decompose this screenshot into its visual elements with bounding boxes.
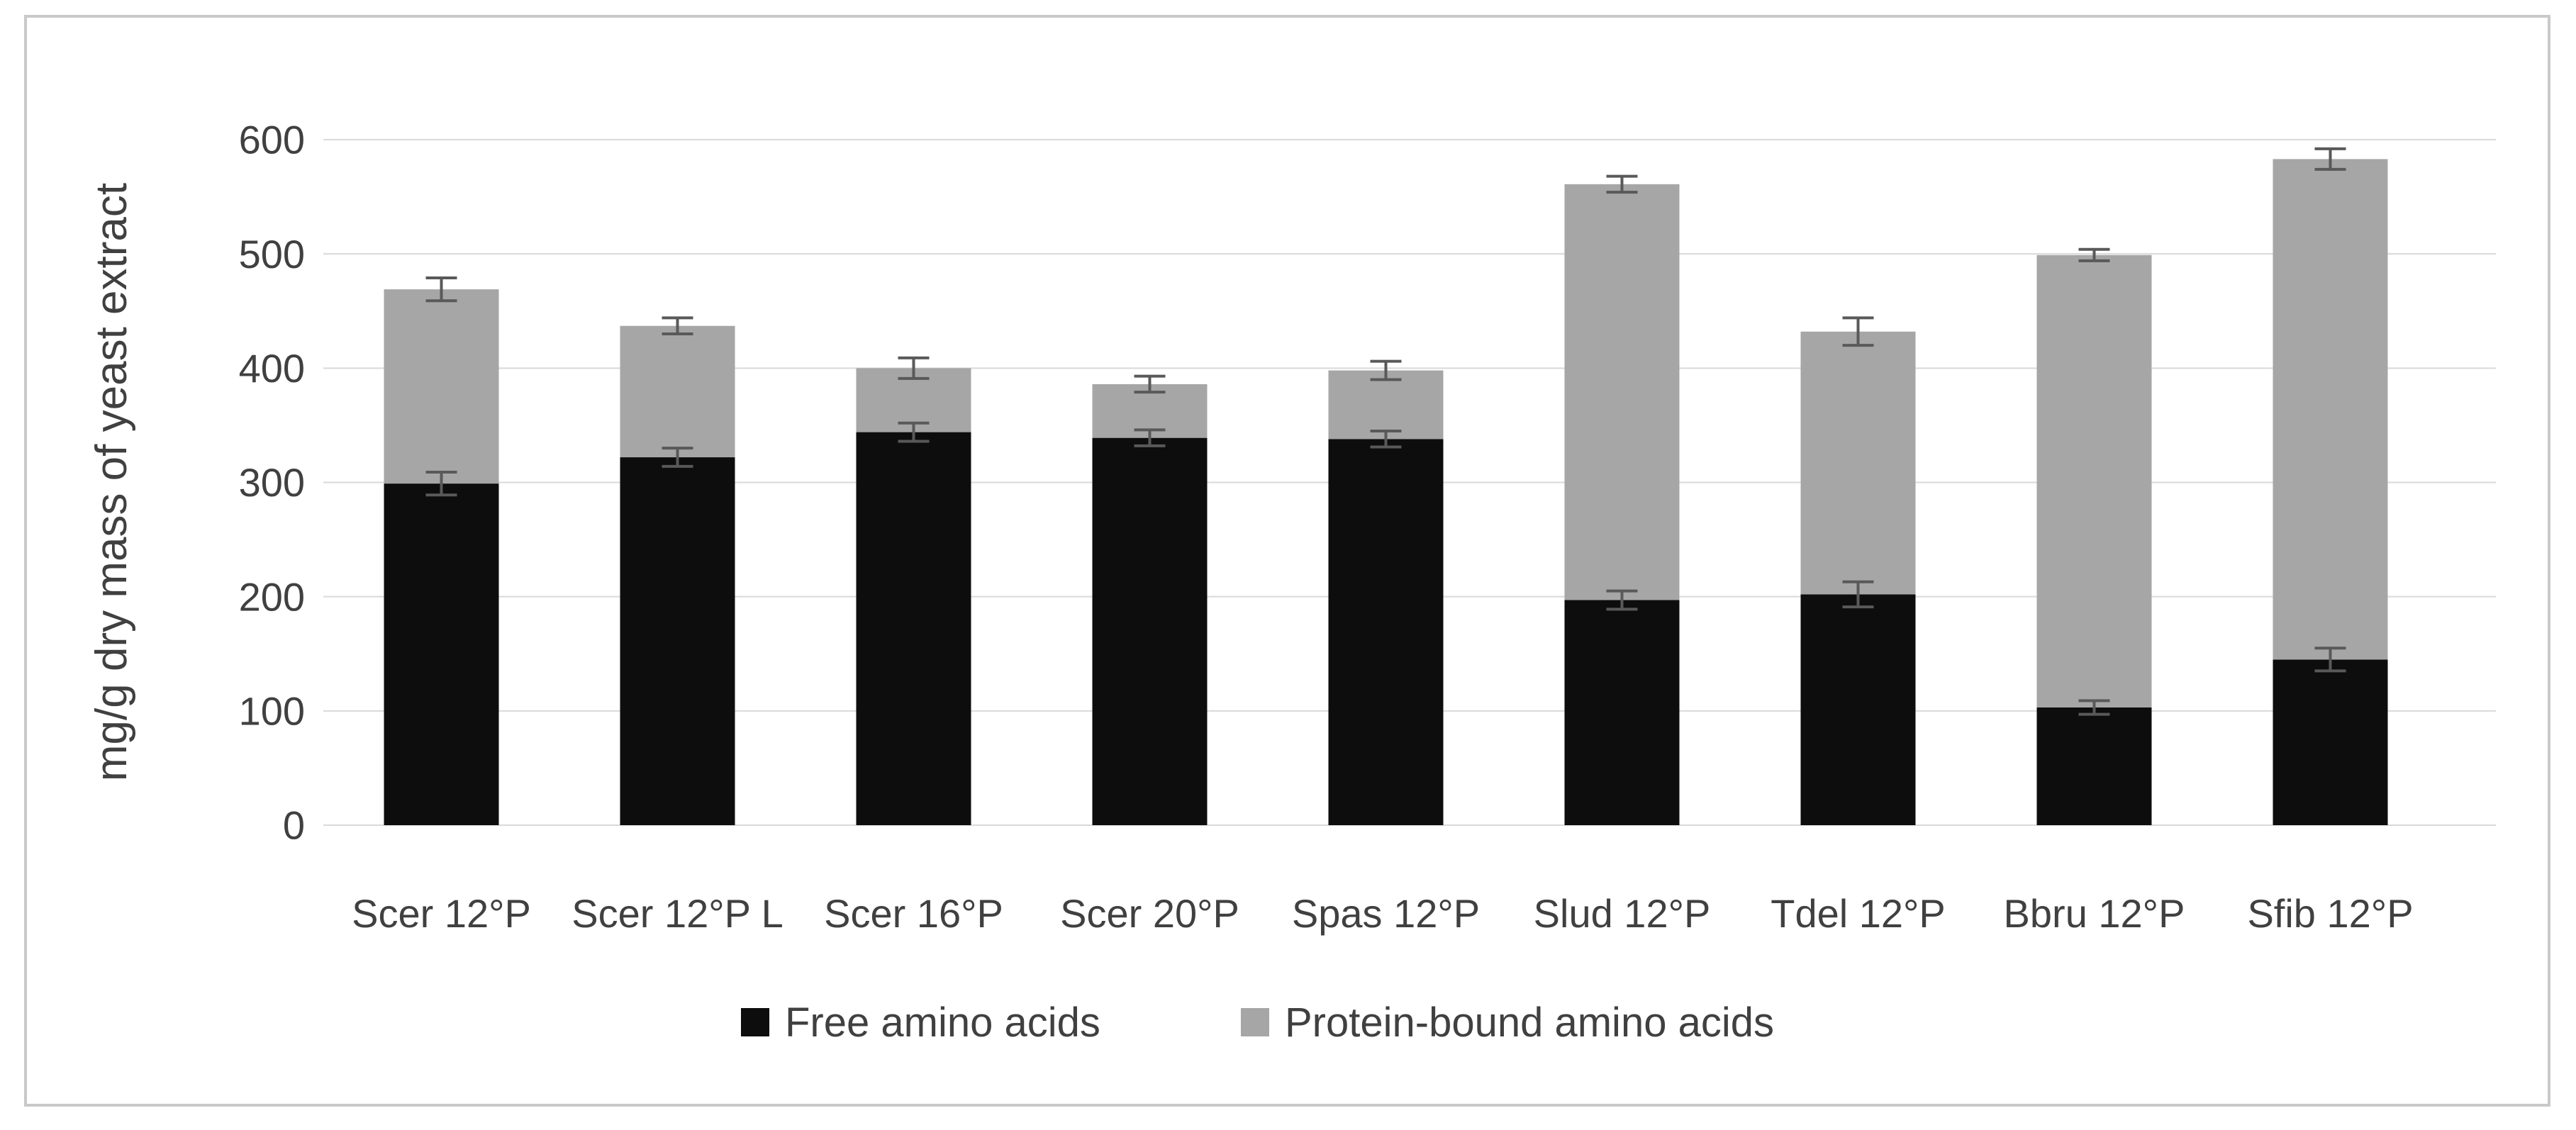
bar-protein-bound-2 [620,325,735,458]
category-label-5: Spas 12°P [1292,891,1480,936]
y-tick-label-300: 300 [239,460,305,505]
x-axis-category-labels: Scer 12°P Scer 12°P L Scer 16°P Scer 20°P Sp… [352,891,2413,936]
y-tick-label-400: 400 [239,346,305,391]
bar-protein-bound-8 [2036,254,2152,707]
bar-free-8 [2036,707,2152,825]
category-label-7: Tdel 12°P [1771,891,1946,936]
legend: Free amino acids Protein-bound amino aci… [0,1000,2576,1049]
category-label-9: Sfib 12°P [2247,891,2413,936]
category-label-4: Scer 20°P [1060,891,1239,936]
category-label-1: Scer 12°P [352,891,531,936]
category-label-6: Slud 12°P [1534,891,1711,936]
bar-free-2 [620,457,735,825]
legend-item-protein-bound-amino-acids: Protein-bound amino acids [1241,999,1774,1046]
bar-free-6 [1564,600,1680,825]
bars [384,159,2388,825]
category-label-8: Bbru 12°P [2004,891,2185,936]
y-tick-label-0: 0 [283,803,305,848]
bar-protein-bound-9 [2273,159,2388,660]
y-axis-tick-labels: 0 100 200 300 400 500 600 [239,118,305,848]
figure-frame [24,15,2550,1107]
y-tick-label-500: 500 [239,232,305,276]
y-axis-title: mg/g dry mass of yeast extract [87,183,136,781]
category-label-3: Scer 16°P [824,891,1003,936]
legend-item-free-amino-acids: Free amino acids [741,999,1100,1046]
y-tick-label-100: 100 [239,688,305,733]
bar-protein-bound-6 [1564,184,1680,600]
legend-label-protein-bound: Protein-bound amino acids [1285,999,1774,1046]
category-label-2: Scer 12°P L [571,891,783,936]
bar-free-5 [1328,439,1444,825]
y-tick-label-600: 600 [239,118,305,162]
y-tick-label-200: 200 [239,574,305,619]
bar-free-4 [1092,437,1208,825]
bar-protein-bound-7 [1800,331,1916,595]
legend-swatch-free-icon [741,1008,769,1036]
bar-free-3 [856,432,971,825]
bar-protein-bound-1 [384,289,499,484]
bar-free-1 [384,483,499,825]
bar-free-9 [2273,659,2388,825]
bar-free-7 [1800,594,1916,825]
error-bars [425,147,2346,716]
legend-label-free: Free amino acids [785,999,1100,1046]
bar-protein-bound-5 [1328,370,1444,440]
legend-swatch-protein-bound-icon [1241,1008,1269,1036]
